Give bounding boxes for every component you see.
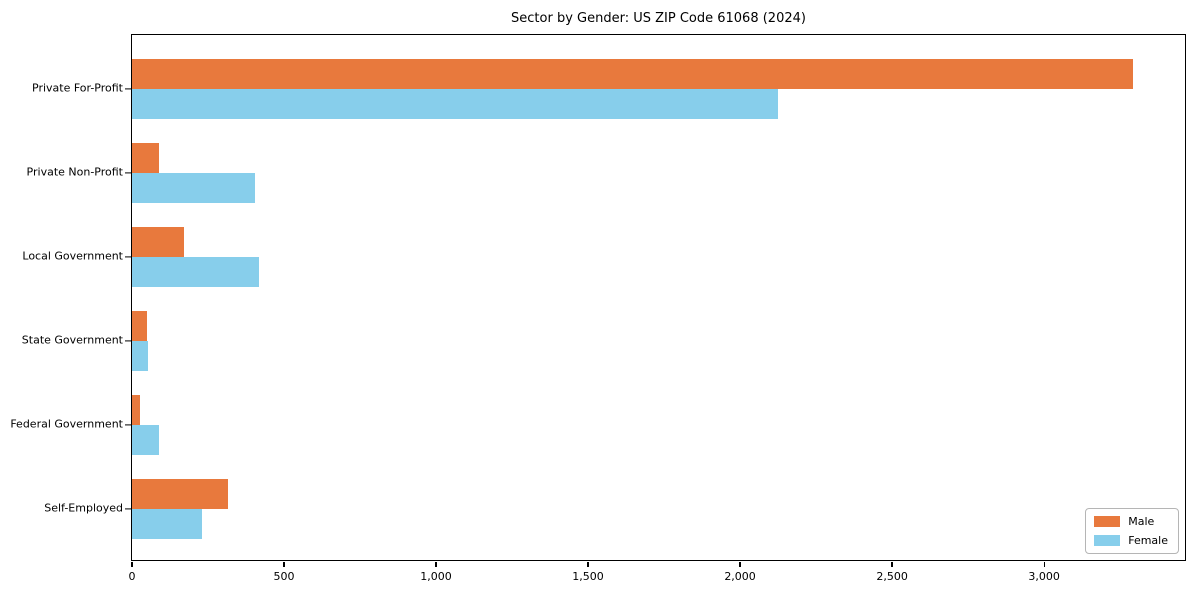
chart-title: Sector by Gender: US ZIP Code 61068 (202…: [511, 11, 806, 26]
x-tick-mark: [435, 562, 437, 567]
x-tick-label: 2,500: [876, 570, 908, 583]
legend-label: Male: [1128, 515, 1155, 528]
y-tick-mark: [125, 424, 131, 426]
bar-group: [132, 59, 1185, 119]
y-tick-mark: [125, 256, 131, 258]
y-tick-label: Local Government: [22, 249, 123, 263]
y-tick-label: Federal Government: [10, 417, 123, 431]
x-tick-mark: [131, 562, 133, 567]
legend: Male Female: [1085, 508, 1179, 554]
bar-male: [132, 311, 147, 341]
x-tick-mark: [587, 562, 589, 567]
y-tick-label: State Government: [21, 333, 123, 347]
x-tick-mark: [891, 562, 893, 567]
y-tick-mark: [125, 172, 131, 174]
y-tick-mark: [125, 88, 131, 90]
x-tick-mark: [1043, 562, 1045, 567]
x-tick-mark: [283, 562, 285, 567]
x-tick-label: 2,000: [724, 570, 756, 583]
x-tick-label: 500: [273, 570, 295, 583]
bar-male: [132, 59, 1134, 89]
bar-male: [132, 395, 140, 425]
bar-male: [132, 479, 229, 509]
bar-female: [132, 341, 148, 371]
bar-group: [132, 227, 1185, 287]
x-tick-label: 3,000: [1028, 570, 1060, 583]
x-tick-mark: [739, 562, 741, 567]
y-tick-mark: [125, 508, 131, 510]
legend-swatch-female: [1094, 535, 1121, 546]
bar-female: [132, 425, 159, 455]
legend-swatch-male: [1094, 516, 1121, 527]
legend-entry: Male: [1094, 515, 1168, 528]
bar-group: [132, 395, 1185, 455]
legend-label: Female: [1128, 534, 1168, 547]
y-tick-label: Self-Employed: [44, 501, 123, 515]
bar-group: [132, 143, 1185, 203]
x-tick-label: 1,500: [572, 570, 604, 583]
bar-male: [132, 143, 160, 173]
bar-female: [132, 257, 260, 287]
bar-female: [132, 509, 202, 539]
plot-area: 0 500 1,000 1,500 2,000 2,500 3,000 Male Female: [125, 34, 1186, 583]
bar-female: [132, 89, 779, 119]
y-tick-label: Private Non-Profit: [26, 165, 123, 179]
bar-female: [132, 173, 255, 203]
y-tick-label: Private For-Profit: [32, 81, 123, 95]
x-tick-label: 1,000: [420, 570, 452, 583]
bar-male: [132, 227, 184, 257]
bar-group: [132, 311, 1185, 371]
x-tick-label: 0: [128, 570, 136, 583]
legend-entry: Female: [1094, 534, 1168, 547]
y-tick-mark: [125, 340, 131, 342]
bar-group: [132, 479, 1185, 539]
